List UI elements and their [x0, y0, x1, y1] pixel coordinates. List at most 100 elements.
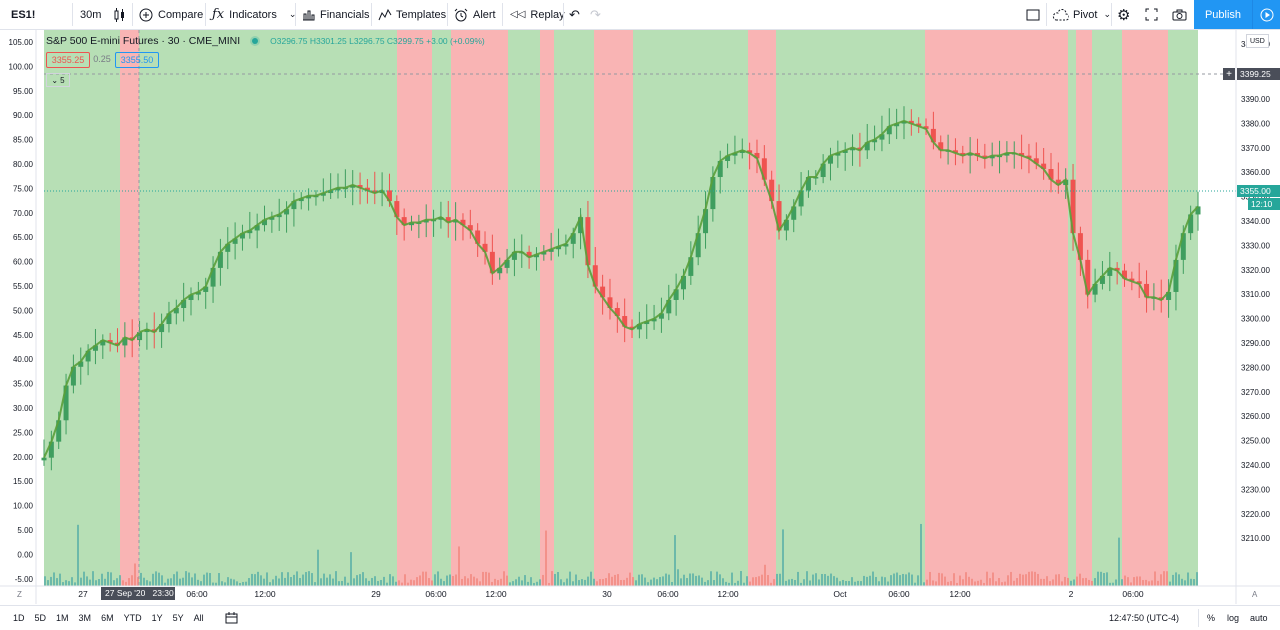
volume-bar: [500, 578, 502, 586]
volume-bar: [74, 582, 76, 586]
fullscreen-icon[interactable]: [1145, 0, 1158, 29]
volume-bar: [737, 580, 739, 586]
volume-bar: [1016, 578, 1018, 586]
volume-bar: [770, 582, 772, 586]
left-tick-label: 0.00: [17, 550, 33, 559]
volume-bar: [548, 582, 550, 586]
range-buttons: 1D 5D 1M 3M 6M YTD 1Y 5Y All: [8, 606, 209, 630]
volume-bar: [302, 574, 304, 586]
volume-bar: [1022, 574, 1024, 586]
volume-bar: [1163, 571, 1165, 586]
range-button[interactable]: All: [193, 613, 204, 623]
camera-icon[interactable]: [1172, 0, 1187, 29]
top-toolbar: ES1! 30m Compare ƒx Indicators ⌄ Financi…: [0, 0, 1280, 30]
volume-bar: [797, 571, 799, 586]
volume-bar: [92, 571, 94, 586]
range-button[interactable]: 1D: [13, 613, 25, 623]
volume-bar: [545, 530, 547, 586]
volume-bar: [347, 582, 349, 586]
range-button[interactable]: 3M: [78, 613, 92, 623]
gear-icon[interactable]: ⚙: [1117, 6, 1131, 24]
volume-bar: [1043, 578, 1045, 586]
buy-price-box[interactable]: 3355.50: [115, 52, 159, 68]
currency-label[interactable]: USD: [1246, 34, 1269, 48]
price-tick-label: 3250.00: [1241, 437, 1270, 446]
percent-scale-button[interactable]: %: [1207, 606, 1215, 630]
layout-menu-button[interactable]: Pivot ⌄: [1052, 0, 1111, 29]
volume-bar: [431, 580, 433, 586]
time-axis[interactable]: 27 06:00 12:00 29 06:00 12:00 30 06:00 12:00 Oct 0…: [78, 589, 1144, 599]
crosshair-price-value: 3399.25: [1240, 69, 1271, 79]
auto-scale-label[interactable]: A: [1252, 590, 1258, 599]
interval-button[interactable]: 30m: [80, 0, 101, 29]
rectangle-select-icon[interactable]: [1026, 0, 1040, 29]
range-button[interactable]: YTD: [123, 613, 142, 623]
range-button[interactable]: 1Y: [151, 613, 163, 623]
left-tick-label: 95.00: [13, 87, 34, 96]
indicators-collapse-button[interactable]: ⌄ 5: [46, 73, 70, 87]
compare-button[interactable]: Compare: [139, 0, 203, 29]
candle-body: [747, 150, 753, 153]
volume-bar: [608, 573, 610, 586]
chevron-down-icon: ⌄: [51, 75, 59, 85]
volume-bar: [374, 576, 376, 586]
indicators-button[interactable]: ƒx Indicators ⌄: [212, 0, 296, 29]
volume-bar: [464, 576, 466, 586]
volume-bar: [341, 580, 343, 586]
candle-body: [658, 313, 664, 319]
volume-bar: [710, 571, 712, 586]
volume-bar: [197, 579, 199, 586]
add-alert-plus-icon[interactable]: +: [1223, 68, 1235, 80]
goto-date-icon[interactable]: [225, 606, 238, 630]
chart-style-button[interactable]: [113, 0, 127, 29]
volume-bar: [659, 577, 661, 586]
volume-bar: [122, 580, 124, 586]
volume-bar: [839, 581, 841, 586]
zoom-reset-label[interactable]: Z: [17, 590, 22, 599]
candle-body: [739, 150, 745, 153]
candle-body: [1048, 169, 1054, 180]
publish-button[interactable]: Publish: [1194, 0, 1252, 29]
volume-bar: [1019, 573, 1021, 586]
volume-bar: [485, 571, 487, 586]
volume-bar: [281, 572, 283, 586]
play-button[interactable]: [1252, 0, 1280, 29]
volume-bar: [392, 576, 394, 586]
volume-bar: [803, 579, 805, 586]
candle-body: [842, 150, 848, 153]
volume-bar: [986, 571, 988, 586]
price-chart[interactable]: 105.00 100.00 95.00 90.00 85.00 80.00 75.00 70.…: [0, 30, 1280, 604]
volume-bar: [794, 580, 796, 586]
redo-icon[interactable]: ↷: [590, 6, 601, 22]
volume-bar: [1040, 578, 1042, 586]
volume-bar: [599, 579, 601, 586]
volume-bar: [473, 576, 475, 586]
range-button[interactable]: 5D: [34, 613, 47, 623]
volume-bar: [437, 571, 439, 586]
log-scale-button[interactable]: log: [1227, 606, 1239, 630]
time-tick-label: 2: [1069, 589, 1074, 599]
range-button[interactable]: 1M: [56, 613, 69, 623]
chevron-down-icon[interactable]: ⌄: [288, 9, 297, 19]
range-button[interactable]: 5Y: [172, 613, 184, 623]
auto-scale-button[interactable]: auto: [1250, 606, 1268, 630]
volume-bar: [926, 579, 928, 586]
templates-button[interactable]: Templates: [378, 0, 446, 29]
financials-button[interactable]: Financials: [302, 0, 370, 29]
symbol-title[interactable]: S&P 500 E-mini Futures · 30 · CME_MINI: [46, 35, 241, 47]
timezone-button[interactable]: 12:47:50 (UTC-4): [1109, 606, 1179, 630]
undo-icon[interactable]: ↶: [569, 6, 580, 22]
range-button[interactable]: 6M: [101, 613, 114, 623]
sell-price-box[interactable]: 3355.25: [46, 52, 90, 68]
price-axis[interactable]: 3410.003390.003380.003370.003360.003350.…: [1241, 40, 1270, 543]
candle-body: [1085, 259, 1091, 295]
candle-body: [92, 345, 98, 351]
volume-bar: [833, 576, 835, 586]
replay-button[interactable]: ◁◁ Replay: [510, 0, 565, 29]
symbol-search[interactable]: ES1!: [11, 0, 35, 29]
alert-button[interactable]: Alert: [454, 0, 496, 29]
volume-bar: [632, 577, 634, 586]
volume-bar: [893, 573, 895, 586]
candle-body: [732, 152, 738, 156]
candle-body: [166, 313, 172, 325]
